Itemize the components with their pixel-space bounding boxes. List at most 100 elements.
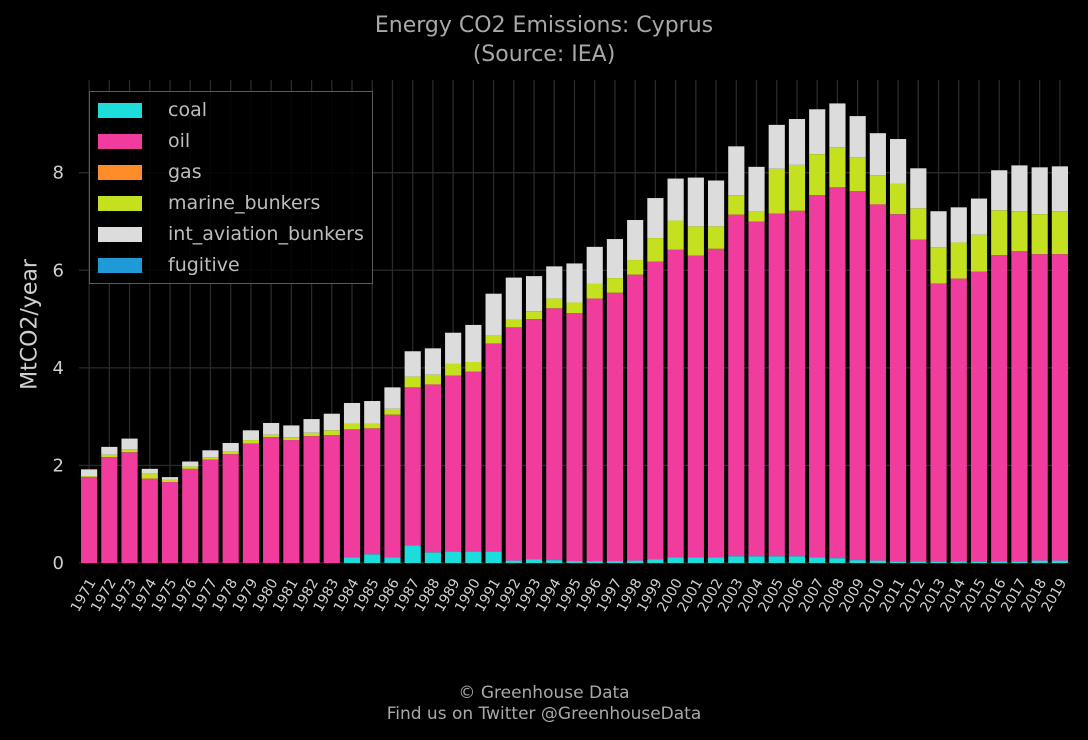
bar-segment-coal-2004 bbox=[748, 556, 765, 563]
bar-segment-coal-2002 bbox=[707, 557, 725, 563]
legend-item-gas: gas bbox=[98, 159, 202, 185]
bar-segment-marine-bunkers-2009 bbox=[849, 157, 866, 192]
bar-segment-marine-bunkers-1989 bbox=[445, 363, 462, 376]
bar-segment-oil-1983 bbox=[323, 435, 340, 563]
bar-segment-oil-2005 bbox=[768, 213, 785, 557]
bar-segment-int-aviation-bunkers-1982 bbox=[303, 419, 320, 433]
bar-segment-int-aviation-bunkers-1997 bbox=[606, 239, 624, 279]
bar-segment-marine-bunkers-1991 bbox=[485, 335, 502, 344]
bar-segment-coal-2018 bbox=[1031, 560, 1048, 563]
bar-segment-int-aviation-bunkers-2018 bbox=[1031, 167, 1048, 215]
bar-segment-int-aviation-bunkers-2007 bbox=[809, 109, 826, 155]
y-axis-label: MtCO2/year bbox=[17, 259, 43, 390]
footer-twitter: Find us on Twitter @GreenhouseData bbox=[386, 704, 702, 724]
bar-segment-oil-1991 bbox=[485, 343, 502, 552]
bar-segment-marine-bunkers-1988 bbox=[424, 374, 442, 385]
bar-segment-int-aviation-bunkers-2013 bbox=[930, 211, 947, 248]
legend-label-marine-bunkers: marine_bunkers bbox=[168, 192, 321, 214]
bar-segment-oil-1987 bbox=[404, 387, 421, 546]
bar-segment-int-aviation-bunkers-1998 bbox=[627, 220, 644, 261]
bar-segment-coal-2009 bbox=[849, 560, 866, 563]
bar-segment-marine-bunkers-2005 bbox=[768, 168, 785, 214]
bar-segment-oil-2006 bbox=[788, 210, 806, 557]
bar-segment-oil-2019 bbox=[1051, 254, 1068, 561]
bar-segment-oil-1989 bbox=[445, 375, 462, 552]
y-tick-labels: 0 2 4 6 8 bbox=[53, 163, 64, 574]
bar-segment-oil-1990 bbox=[465, 371, 482, 552]
bar-segment-marine-bunkers-1993 bbox=[525, 311, 543, 320]
bar-segment-coal-2003 bbox=[728, 556, 745, 563]
bar-segment-int-aviation-bunkers-1985 bbox=[364, 401, 381, 424]
bar-segment-int-aviation-bunkers-1974 bbox=[141, 468, 158, 474]
bar-segment-int-aviation-bunkers-1972 bbox=[101, 446, 118, 455]
bar-segment-int-aviation-bunkers-2011 bbox=[890, 139, 907, 184]
bar-segment-marine-bunkers-1990 bbox=[465, 361, 482, 372]
bar-segment-oil-1993 bbox=[525, 319, 543, 560]
bar-segment-marine-bunkers-1975 bbox=[161, 479, 179, 483]
bar-segment-coal-1997 bbox=[606, 561, 624, 563]
bar-segment-marine-bunkers-2008 bbox=[829, 147, 846, 188]
bar-segment-coal-2012 bbox=[910, 561, 927, 563]
bar-segment-oil-1995 bbox=[566, 313, 583, 562]
bar-segment-oil-1977 bbox=[202, 459, 219, 563]
bar-segment-int-aviation-bunkers-2010 bbox=[869, 133, 886, 176]
y-tick-label: 8 bbox=[53, 163, 64, 184]
bar-segment-int-aviation-bunkers-1977 bbox=[202, 450, 219, 458]
y-tick-label: 6 bbox=[53, 260, 64, 281]
bar-segment-coal-2006 bbox=[788, 556, 806, 563]
chart-title: Energy CO2 Emissions: Cyprus bbox=[374, 13, 714, 38]
legend-swatch-gas bbox=[98, 164, 142, 180]
legend-label-fugitive: fugitive bbox=[168, 254, 240, 276]
bar-segment-int-aviation-bunkers-1975 bbox=[161, 477, 179, 480]
bar-segment-marine-bunkers-2019 bbox=[1051, 211, 1068, 255]
bar-segment-int-aviation-bunkers-1993 bbox=[525, 276, 543, 312]
bar-segment-coal-2000 bbox=[667, 557, 684, 563]
bar-segment-int-aviation-bunkers-1981 bbox=[283, 425, 300, 438]
bar-segment-marine-bunkers-1974 bbox=[141, 473, 158, 479]
bar-segment-marine-bunkers-1972 bbox=[101, 454, 118, 458]
y-tick-label: 0 bbox=[53, 553, 64, 574]
legend-item-int-aviation-bunkers: int_aviation_bunkers bbox=[98, 221, 364, 247]
bar-segment-coal-2001 bbox=[687, 557, 704, 563]
bar-segment-int-aviation-bunkers-1980 bbox=[263, 422, 280, 435]
bar-segment-oil-1981 bbox=[283, 440, 300, 563]
bar-segment-marine-bunkers-1977 bbox=[202, 457, 219, 460]
bar-segment-coal-2015 bbox=[970, 561, 988, 563]
y-tick-label: 4 bbox=[53, 358, 64, 379]
bar-segment-int-aviation-bunkers-2017 bbox=[1011, 165, 1028, 212]
bar-segment-coal-2005 bbox=[768, 556, 785, 563]
bar-segment-int-aviation-bunkers-2019 bbox=[1051, 166, 1068, 212]
bar-segment-marine-bunkers-1971 bbox=[81, 476, 98, 478]
bar-segment-oil-1986 bbox=[384, 414, 401, 558]
bar-segment-marine-bunkers-1987 bbox=[404, 376, 421, 388]
bar-segment-coal-1990 bbox=[465, 551, 482, 563]
bar-segment-int-aviation-bunkers-1991 bbox=[485, 293, 502, 336]
bar-segment-oil-2002 bbox=[707, 248, 725, 558]
bar-segment-oil-1999 bbox=[647, 261, 664, 560]
bar-segment-marine-bunkers-1976 bbox=[182, 466, 199, 469]
bar-segment-coal-2013 bbox=[930, 561, 947, 563]
bar-segment-oil-1979 bbox=[242, 443, 259, 563]
bar-segment-coal-1989 bbox=[445, 551, 462, 563]
bar-segment-coal-2008 bbox=[829, 558, 846, 563]
bar-segment-int-aviation-bunkers-1987 bbox=[404, 351, 421, 377]
bar-segment-int-aviation-bunkers-1988 bbox=[424, 348, 442, 375]
bar-segment-coal-2011 bbox=[890, 561, 907, 563]
bar-segment-oil-2007 bbox=[809, 195, 826, 558]
bar-segment-marine-bunkers-1992 bbox=[505, 319, 522, 328]
bar-segment-int-aviation-bunkers-2003 bbox=[728, 146, 745, 196]
bar-segment-coal-2017 bbox=[1011, 561, 1028, 563]
bar-segment-marine-bunkers-2011 bbox=[890, 183, 907, 215]
bar-segment-int-aviation-bunkers-1986 bbox=[384, 387, 401, 409]
legend-swatch-coal bbox=[98, 102, 142, 118]
bar-segment-oil-2010 bbox=[869, 204, 886, 561]
bar-segment-marine-bunkers-1996 bbox=[586, 283, 603, 299]
bar-segment-marine-bunkers-2017 bbox=[1011, 211, 1028, 252]
y-tick-label: 2 bbox=[53, 455, 64, 476]
bar-segment-int-aviation-bunkers-2008 bbox=[829, 103, 846, 148]
bar-segment-int-aviation-bunkers-1989 bbox=[445, 332, 462, 364]
bar-segment-marine-bunkers-1986 bbox=[384, 408, 401, 415]
bar-segment-marine-bunkers-1978 bbox=[222, 451, 239, 455]
bar-segment-int-aviation-bunkers-1984 bbox=[343, 402, 361, 424]
